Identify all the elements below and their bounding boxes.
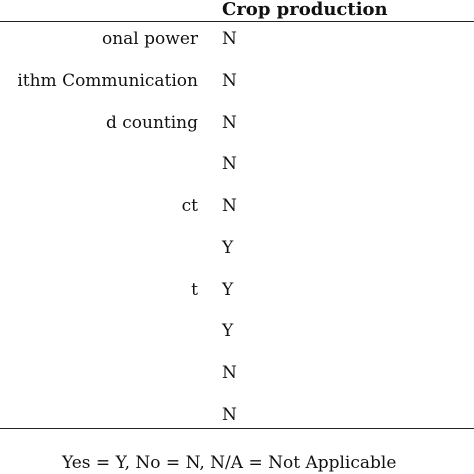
row-value: N bbox=[222, 363, 237, 383]
row-label: t bbox=[191, 280, 198, 300]
row-value: N bbox=[222, 196, 237, 216]
row-label: ct bbox=[181, 196, 198, 216]
row-label: ithm Communication bbox=[17, 71, 198, 91]
row-value: N bbox=[222, 113, 237, 133]
table-top-rule bbox=[0, 21, 474, 22]
row-value: Y bbox=[222, 280, 234, 300]
row-value: N bbox=[222, 71, 237, 91]
row-label: d counting bbox=[105, 113, 198, 133]
row-value: N bbox=[222, 405, 237, 425]
row-label: onal power bbox=[101, 29, 198, 49]
table-bottom-rule bbox=[0, 428, 474, 429]
row-value: N bbox=[222, 154, 237, 174]
column-header-crop-production: Crop production bbox=[222, 0, 388, 20]
table-footnote: Yes = Y, No = N, N/A = Not Applicable bbox=[62, 453, 397, 473]
row-value: Y bbox=[222, 321, 234, 341]
row-value: Y bbox=[222, 238, 234, 258]
row-value: N bbox=[222, 29, 237, 49]
